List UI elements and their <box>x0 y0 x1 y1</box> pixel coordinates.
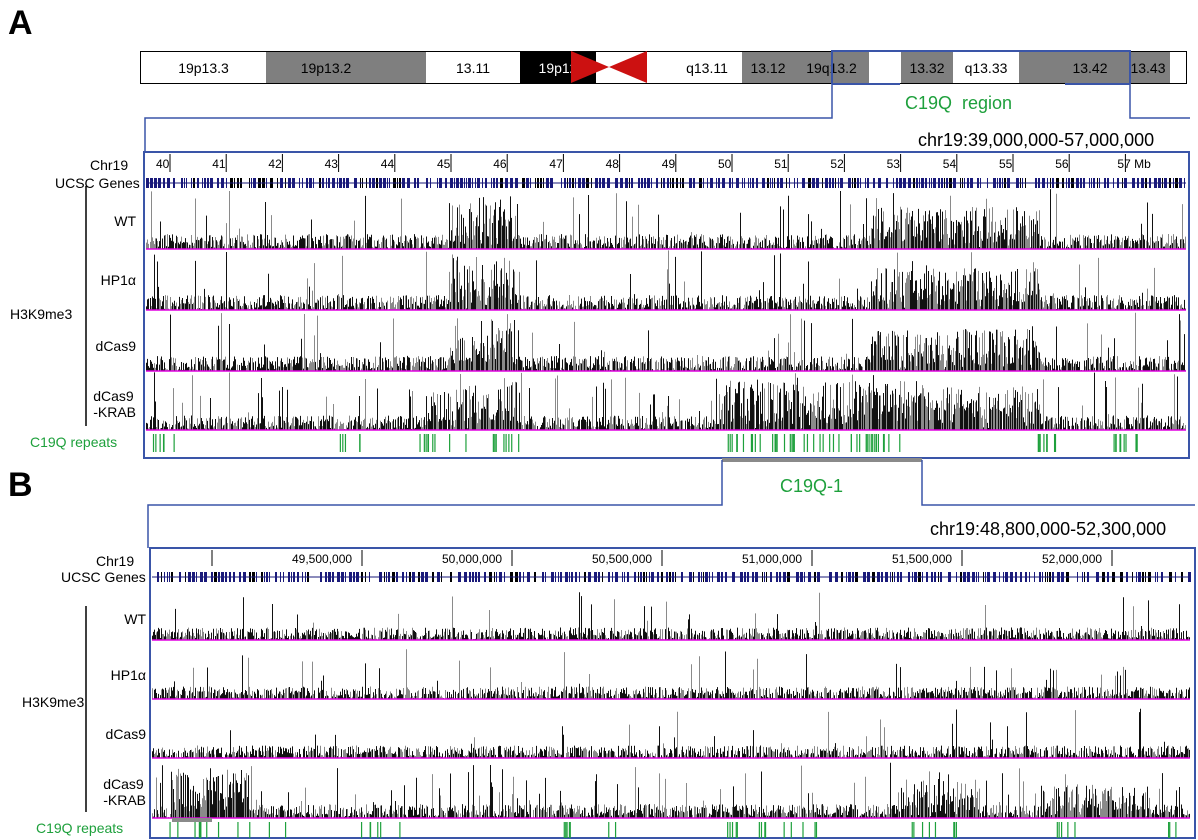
panel-b-group-label: H3K9me3 <box>22 694 85 710</box>
zoom-line-a <box>144 84 833 152</box>
panel-a-repeats-label: C19Q repeats <box>30 434 118 450</box>
ruler-tick-label: 43 <box>325 157 339 171</box>
panel-b-ruler-label: Chr19 <box>96 553 135 569</box>
ideogram-band: 19p13.3 <box>141 52 266 83</box>
panel-a-track-label-wt: WT <box>114 213 136 229</box>
ruler-tick-label: 54 <box>943 157 957 171</box>
panel-a-track-label-dcas9-krab: dCas9 -KRAB <box>93 388 136 420</box>
ideogram-band: 13.42 <box>1054 52 1126 83</box>
panel-a-ruler-label: Chr19 <box>90 157 129 173</box>
panel-b-frame <box>149 547 1196 839</box>
ideogram-band: 13.11 <box>426 52 520 83</box>
ruler-tick-label: 42 <box>268 157 282 171</box>
ruler-tick-label: 47 <box>549 157 563 171</box>
panel-b-letter: B <box>8 466 33 504</box>
ruler-tick-label: 48 <box>606 157 620 171</box>
ideogram-band: 13.32 <box>901 52 953 83</box>
panel-b-genes-label: UCSC Genes <box>61 569 146 585</box>
ruler-tick-label: 51,500,000 <box>892 552 952 566</box>
ruler-tick-label: 53 <box>887 157 901 171</box>
ruler-tick-label: 40 <box>156 157 170 171</box>
panel-a-letter: A <box>8 4 33 42</box>
panel-a-track-label-dcas9: dCas9 <box>95 338 136 354</box>
zoom-line-b <box>147 460 723 548</box>
ideogram-band <box>869 52 901 83</box>
ruler-tick-label: 45 <box>437 157 451 171</box>
ruler-tick-label: 50 <box>718 157 732 171</box>
ruler-tick-label: 50,000,000 <box>442 552 502 566</box>
ideogram-band <box>386 52 426 83</box>
zoom-line-b <box>921 460 1195 506</box>
ruler-tick-label: 51 <box>774 157 788 171</box>
ruler-tick-label: 57 Mb <box>1117 157 1151 171</box>
c19q-region-outline <box>831 50 1131 84</box>
panel-a-genes-label: UCSC Genes <box>55 175 140 191</box>
ideogram-band: q13.33 <box>953 52 1019 83</box>
ideogram-band <box>1019 52 1054 83</box>
ruler-tick-label: 41 <box>212 157 226 171</box>
panel-b-track-label-dcas9-krab: dCas9 -KRAB <box>103 776 146 808</box>
ruler-tick-label: 46 <box>493 157 507 171</box>
panel-a-frame <box>143 151 1190 459</box>
panel-b-coords: chr19:48,800,000-52,300,000 <box>930 519 1167 539</box>
panel-a-coords: chr19:39,000,000-57,000,000 <box>918 130 1155 150</box>
ruler-tick-label: 55 <box>999 157 1013 171</box>
zoom-line-a <box>1129 84 1190 119</box>
c19q-region-label: C19Q region <box>905 93 1013 113</box>
panel-b-repeats-label: C19Q repeats <box>36 820 124 836</box>
centromere-p-arm <box>571 51 609 83</box>
ideogram-band: 19p13.2 <box>266 52 386 83</box>
ideogram-band: q13.11 <box>672 52 742 83</box>
ruler-tick-label: 49,500,000 <box>292 552 352 566</box>
ruler-tick-label: 49 <box>662 157 676 171</box>
ruler-tick-label: 52,000,000 <box>1042 552 1102 566</box>
ruler-tick-label: 56 <box>1055 157 1069 171</box>
ruler-tick-label: 51,000,000 <box>742 552 802 566</box>
centromere-q-arm <box>609 51 647 83</box>
panel-b-track-label-wt: WT <box>124 611 146 627</box>
ruler-tick-label: 44 <box>381 157 395 171</box>
ideogram-band: 13.12 <box>742 52 794 83</box>
ruler-tick-label: 50,500,000 <box>592 552 652 566</box>
panel-a-track-label-hp1a: HP1α <box>100 272 136 288</box>
ruler-tick-label: 52 <box>830 157 844 171</box>
panel-b-track-label-dcas9: dCas9 <box>105 726 146 742</box>
panel-a-group-label: H3K9me3 <box>10 306 73 322</box>
c19q-1-label: C19Q-1 <box>780 476 844 496</box>
panel-b-track-label-hp1a: HP1α <box>110 667 146 683</box>
chromosome-ideogram: 19p13.319p13.213.1119p1219q12q13.1113.12… <box>140 51 1187 84</box>
ideogram-band: 13.43 <box>1126 52 1170 83</box>
